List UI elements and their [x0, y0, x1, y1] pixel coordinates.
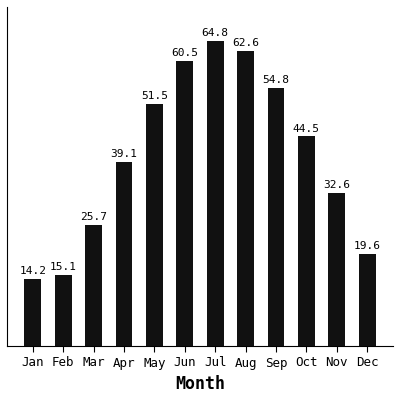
Text: 32.6: 32.6 [323, 180, 350, 190]
Text: 64.8: 64.8 [202, 28, 229, 38]
Text: 54.8: 54.8 [262, 75, 290, 85]
Bar [176, 61, 193, 346]
Bar [359, 254, 376, 346]
Text: 39.1: 39.1 [110, 149, 138, 159]
Bar [207, 41, 224, 346]
Bar [146, 104, 163, 346]
Bar [298, 136, 315, 346]
Text: 44.5: 44.5 [293, 124, 320, 134]
Bar [85, 225, 102, 346]
Bar [55, 275, 72, 346]
Text: 60.5: 60.5 [171, 48, 198, 58]
Text: 25.7: 25.7 [80, 212, 107, 222]
Text: 14.2: 14.2 [19, 266, 46, 276]
Bar [116, 162, 132, 346]
Text: 15.1: 15.1 [50, 262, 77, 272]
Text: 19.6: 19.6 [354, 241, 381, 251]
Bar [268, 88, 284, 346]
Text: 62.6: 62.6 [232, 38, 259, 48]
X-axis label: Month: Month [175, 375, 225, 393]
Bar [328, 192, 345, 346]
Bar [237, 51, 254, 346]
Text: 51.5: 51.5 [141, 91, 168, 101]
Bar [24, 279, 41, 346]
